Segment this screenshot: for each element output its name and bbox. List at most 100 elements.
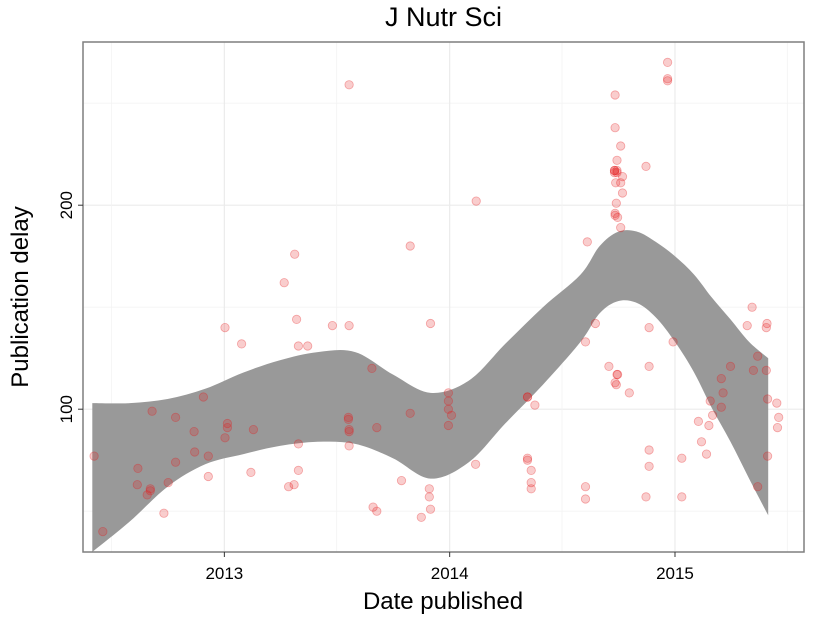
data-point [405, 241, 415, 251]
data-point [344, 441, 354, 451]
data-point [610, 90, 620, 100]
data-point [662, 76, 673, 86]
data-point [142, 490, 152, 500]
data-point [617, 188, 628, 198]
data-point [89, 451, 99, 461]
chart-title: J Nutr Sci [384, 2, 503, 32]
data-point [662, 57, 673, 68]
data-point [611, 198, 621, 208]
data-point [98, 526, 108, 537]
data-point [248, 424, 258, 435]
data-point [203, 471, 213, 482]
data-point [171, 412, 181, 422]
data-point [425, 318, 436, 329]
data-point [526, 477, 536, 488]
data-point [145, 484, 155, 494]
data-point [246, 467, 256, 477]
data-point [522, 392, 533, 402]
data-point [424, 484, 434, 494]
data-point [590, 318, 601, 329]
data-point [522, 453, 533, 463]
data-point [526, 484, 536, 494]
data-point [446, 410, 457, 420]
data-point [609, 165, 620, 176]
data-point [611, 380, 621, 390]
data-point [133, 463, 143, 473]
data-point [604, 361, 614, 371]
confidence-band-layer [92, 230, 769, 552]
data-point [530, 400, 540, 410]
data-point [443, 388, 453, 398]
data-point [742, 320, 752, 331]
y-tick-label: 100 [57, 395, 76, 423]
data-point [327, 320, 337, 331]
y-tick-label: 200 [57, 191, 76, 219]
data-point [159, 508, 169, 518]
data-point [610, 208, 620, 218]
data-point [624, 388, 634, 398]
data-point [617, 172, 628, 182]
data-point [644, 461, 654, 471]
data-point [405, 408, 415, 418]
data-point [677, 453, 687, 463]
data-point [704, 420, 714, 431]
data-point [416, 512, 426, 522]
data-point [145, 486, 155, 496]
data-point [289, 480, 299, 490]
data-point [198, 392, 208, 402]
data-point [641, 161, 651, 171]
data-point [668, 337, 678, 347]
data-point [705, 396, 715, 406]
data-point [610, 123, 620, 133]
data-point [693, 416, 704, 426]
y-axis-title: Publication delay [7, 206, 34, 387]
data-point [522, 455, 533, 465]
data-point [716, 402, 726, 412]
data-point [190, 447, 200, 457]
data-point [425, 504, 436, 514]
data-point [303, 341, 313, 351]
data-point [761, 365, 771, 375]
data-point [662, 74, 673, 84]
data-point [283, 482, 294, 492]
data-point [609, 168, 620, 178]
data-point [290, 249, 300, 259]
data-point [367, 363, 377, 373]
axis-ticks: 2013 2014 2015 100 200 [57, 191, 694, 583]
data-point [237, 339, 247, 349]
data-point [171, 457, 181, 467]
data-point [222, 418, 232, 429]
data-point [753, 351, 763, 361]
data-point [701, 449, 712, 459]
data-point [641, 492, 651, 502]
data-point [293, 341, 303, 351]
data-point [344, 80, 354, 90]
data-point [396, 475, 407, 486]
data-point [132, 480, 142, 490]
data-point [344, 320, 354, 331]
data-point [762, 451, 773, 461]
data-point [612, 168, 622, 178]
data-point [616, 141, 626, 151]
confidence-band [92, 230, 769, 552]
data-point [293, 465, 303, 475]
data-point [644, 445, 654, 455]
data-point [220, 433, 230, 443]
data-point [189, 426, 199, 437]
data-point [707, 410, 718, 420]
data-point [580, 337, 591, 347]
x-tick-label: 2015 [656, 564, 694, 583]
data-point [610, 378, 620, 388]
plot-panel-border [82, 41, 805, 553]
data-point [616, 223, 626, 233]
data-point [762, 318, 772, 329]
data-point [725, 361, 736, 371]
data-point [644, 361, 654, 371]
data-point [612, 155, 622, 165]
data-point [470, 459, 481, 469]
data-point [609, 165, 620, 176]
data-point [612, 369, 622, 380]
data-point [612, 369, 623, 380]
data-point [424, 492, 434, 502]
